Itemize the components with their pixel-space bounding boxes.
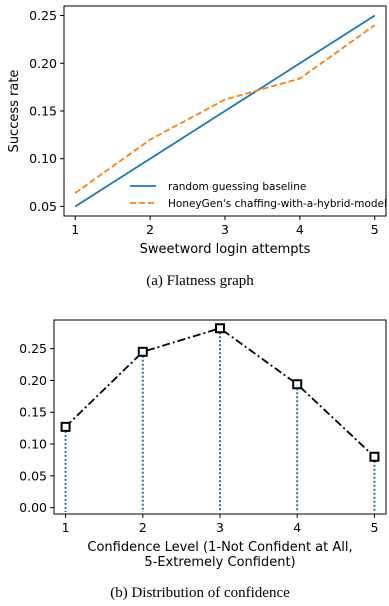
x-axis-label-line1: Confidence Level (1-Not Confident at All…	[87, 540, 352, 555]
y-tick-label: 0.25	[19, 341, 47, 356]
y-axis-ticks: 0.00 0.05 0.10 0.15 0.20 0.25	[19, 341, 54, 515]
y-tick-label: 0.05	[19, 468, 47, 483]
y-axis-label: Success rate	[7, 70, 22, 153]
y-axis-ticks: 0.05 0.10 0.15 0.20 0.25	[29, 8, 64, 214]
series-line-0	[74, 14, 376, 208]
confidence-chart: 0.00 0.05 0.10 0.15 0.20 0.25 1 2 3 4 5 Confidenc…	[19, 319, 387, 601]
x-tick-label: 4	[296, 222, 304, 237]
x-tick-label: 3	[216, 520, 224, 535]
y-tick-label: 0.10	[19, 437, 47, 452]
x-axis-ticks: 1 2 3 4 5	[71, 216, 379, 237]
y-tick-label: 0.05	[29, 199, 57, 214]
x-tick-label: 5	[370, 520, 378, 535]
flatness-chart: 0.05 0.10 0.15 0.20 0.25 1 2 3 4 5 random guessi…	[7, 5, 387, 289]
caption: (a) Flatness graph	[146, 273, 254, 289]
x-tick-label: 1	[62, 520, 70, 535]
y-tick-label: 0.20	[29, 56, 57, 71]
data-point-marker	[137, 346, 148, 357]
legend-label-baseline: random guessing baseline	[168, 181, 306, 193]
data-point-marker	[60, 421, 71, 432]
series-line-1	[74, 24, 376, 194]
x-axis-label: Sweetword login attempts	[140, 242, 311, 257]
x-axis-ticks: 1 2 3 4 5	[62, 514, 378, 535]
x-tick-label: 1	[71, 222, 79, 237]
data-point-marker	[369, 451, 380, 462]
y-tick-label: 0.10	[29, 151, 57, 166]
series-lines	[74, 14, 376, 208]
x-tick-label: 2	[146, 222, 154, 237]
legend-label-honeygen: HoneyGen's chaffing-with-a-hybrid-model	[168, 198, 387, 210]
data-point-marker	[292, 379, 303, 390]
y-tick-label: 0.25	[29, 8, 57, 23]
x-tick-label: 3	[221, 222, 229, 237]
y-tick-label: 0.15	[19, 405, 47, 420]
x-tick-label: 4	[293, 520, 301, 535]
x-axis-label-line2: 5-Extremely Confident)	[144, 555, 295, 570]
data-point-marker	[215, 323, 225, 334]
y-tick-label: 0.15	[29, 104, 57, 119]
x-tick-label: 5	[371, 222, 379, 237]
legend: random guessing baseline HoneyGen's chaf…	[130, 181, 387, 210]
stem-lines	[64, 328, 376, 512]
y-tick-label: 0.20	[19, 373, 47, 388]
y-tick-label: 0.00	[19, 500, 47, 515]
data-markers	[60, 323, 380, 462]
caption: (b) Distribution of confidence	[110, 585, 290, 601]
x-tick-label: 2	[139, 520, 147, 535]
